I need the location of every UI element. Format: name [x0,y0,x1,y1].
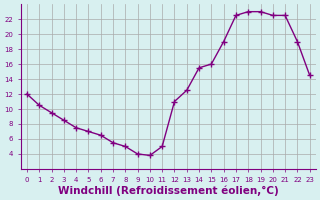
X-axis label: Windchill (Refroidissement éolien,°C): Windchill (Refroidissement éolien,°C) [58,185,279,196]
